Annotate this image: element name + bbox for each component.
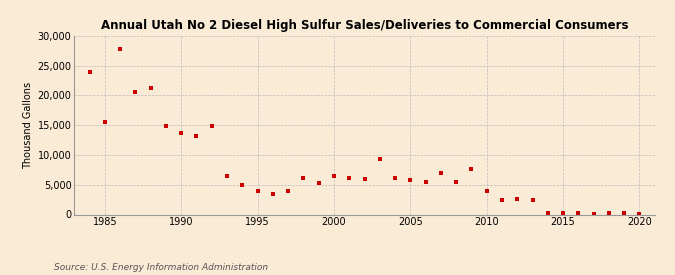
- Text: Source: U.S. Energy Information Administration: Source: U.S. Energy Information Administ…: [54, 263, 268, 272]
- Y-axis label: Thousand Gallons: Thousand Gallons: [24, 82, 33, 169]
- Title: Annual Utah No 2 Diesel High Sulfur Sales/Deliveries to Commercial Consumers: Annual Utah No 2 Diesel High Sulfur Sale…: [101, 19, 628, 32]
